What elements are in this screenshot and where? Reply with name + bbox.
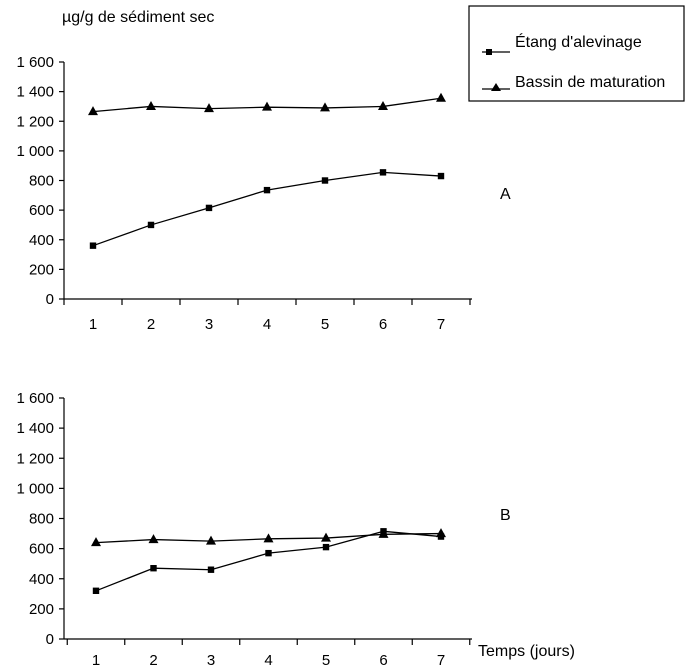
panel-b-y-tick-label: 800 bbox=[29, 511, 54, 528]
panel-a-y-tick-label: 1 200 bbox=[16, 113, 54, 130]
panel-a-x-tick-label: 4 bbox=[263, 316, 271, 333]
panel-b-x-tick-label: 6 bbox=[379, 652, 387, 669]
panel-a-point-etang bbox=[89, 242, 97, 249]
panel-b-point-bassin bbox=[263, 533, 274, 543]
panel-a-x-tick-label: 1 bbox=[89, 316, 97, 333]
panel-b-y-tick-label: 400 bbox=[29, 571, 54, 588]
legend-box bbox=[468, 5, 685, 102]
panel-b-point-etang bbox=[265, 549, 272, 557]
panel-a: A 0 200 400 600 800 1 000 1 200 1 400 1 600 1 2 3 4 5… bbox=[16, 54, 511, 333]
panel-b-x-tick-label: 4 bbox=[264, 652, 272, 669]
panel-b-y-tick-label: 1 400 bbox=[16, 420, 54, 437]
panel-a-point-bassin bbox=[88, 106, 98, 116]
panel-b: B Temps (jours) 0 200 400 600 800 1 000 1 200 1… bbox=[16, 390, 574, 669]
panel-a-point-bassin bbox=[320, 102, 330, 112]
panel-b-point-etang bbox=[150, 565, 157, 572]
panel-a-series-line-etang bbox=[92, 171, 442, 247]
panel-a-y-tick-label: 0 bbox=[46, 291, 54, 308]
panel-a-x-tick-label: 7 bbox=[437, 316, 445, 333]
panel-b-point-etang bbox=[207, 566, 215, 573]
panel-a-y-tick-label: 800 bbox=[29, 173, 54, 190]
panel-a-x-tick-label: 3 bbox=[205, 316, 213, 333]
panel-b-y-tick-label: 1 000 bbox=[16, 480, 54, 497]
panel-a-point-etang bbox=[263, 186, 271, 194]
panel-a-label: A bbox=[500, 186, 511, 203]
legend-marker-square-icon bbox=[486, 49, 492, 55]
panel-a-x-tick-label: 6 bbox=[379, 316, 387, 333]
panel-a-point-etang bbox=[147, 221, 155, 229]
panel-b-point-bassin bbox=[91, 537, 101, 547]
panel-b-y-tick-label: 0 bbox=[46, 631, 54, 648]
legend: Étang d'alevinage Bassin de maturation bbox=[468, 5, 685, 102]
panel-b-label: B bbox=[500, 507, 511, 524]
panel-b-point-etang bbox=[322, 543, 330, 551]
panel-a-point-etang bbox=[437, 172, 445, 180]
panel-b-point-bassin bbox=[436, 528, 446, 538]
y-unit-label: µg/g de sédiment sec bbox=[62, 9, 214, 26]
panel-b-y-tick-label: 600 bbox=[29, 541, 54, 558]
x-axis-label: Temps (jours) bbox=[478, 643, 575, 660]
panel-a-point-etang bbox=[379, 169, 387, 176]
panel-a-point-etang bbox=[205, 204, 213, 212]
legend-label-etang: Étang d'alevinage bbox=[515, 32, 642, 51]
panel-b-x-tick-label: 1 bbox=[92, 652, 100, 669]
panel-b-y-tick-label: 200 bbox=[29, 601, 54, 618]
panel-a-y-tick-label: 1 600 bbox=[16, 54, 54, 71]
panel-a-x-tick-label: 5 bbox=[321, 316, 329, 333]
panel-b-y-tick-label: 1 200 bbox=[16, 450, 54, 467]
panel-a-y-tick-label: 600 bbox=[29, 202, 54, 219]
panel-a-point-bassin bbox=[262, 101, 272, 111]
panel-a-y-tick-label: 1 400 bbox=[16, 84, 54, 101]
panel-a-x-tick-label: 2 bbox=[147, 316, 155, 333]
panel-b-point-bassin bbox=[206, 535, 216, 545]
panel-b-x-tick-label: 3 bbox=[207, 652, 215, 669]
panel-a-point-bassin bbox=[436, 92, 446, 102]
panel-b-x-tick-label: 2 bbox=[149, 652, 157, 669]
panel-a-point-bassin bbox=[378, 100, 388, 110]
panel-a-point-bassin bbox=[146, 100, 156, 110]
panel-b-point-bassin bbox=[321, 532, 331, 542]
legend-marker-triangle-icon bbox=[491, 83, 501, 91]
legend-label-bassin: Bassin de maturation bbox=[515, 74, 665, 91]
panel-a-y-tick-label: 1 000 bbox=[16, 143, 54, 160]
panel-b-point-etang bbox=[92, 587, 100, 594]
panel-b-x-tick-label: 5 bbox=[322, 652, 330, 669]
panel-a-y-tick-label: 400 bbox=[29, 232, 54, 249]
panel-b-x-tick-label: 7 bbox=[437, 652, 445, 669]
panel-a-point-bassin bbox=[204, 103, 214, 113]
panel-a-y-tick-label: 200 bbox=[29, 261, 54, 278]
panel-a-point-etang bbox=[321, 177, 329, 184]
panel-b-y-tick-label: 1 600 bbox=[16, 390, 54, 407]
panel-b-point-bassin bbox=[378, 528, 389, 538]
panel-b-point-bassin bbox=[148, 534, 159, 544]
